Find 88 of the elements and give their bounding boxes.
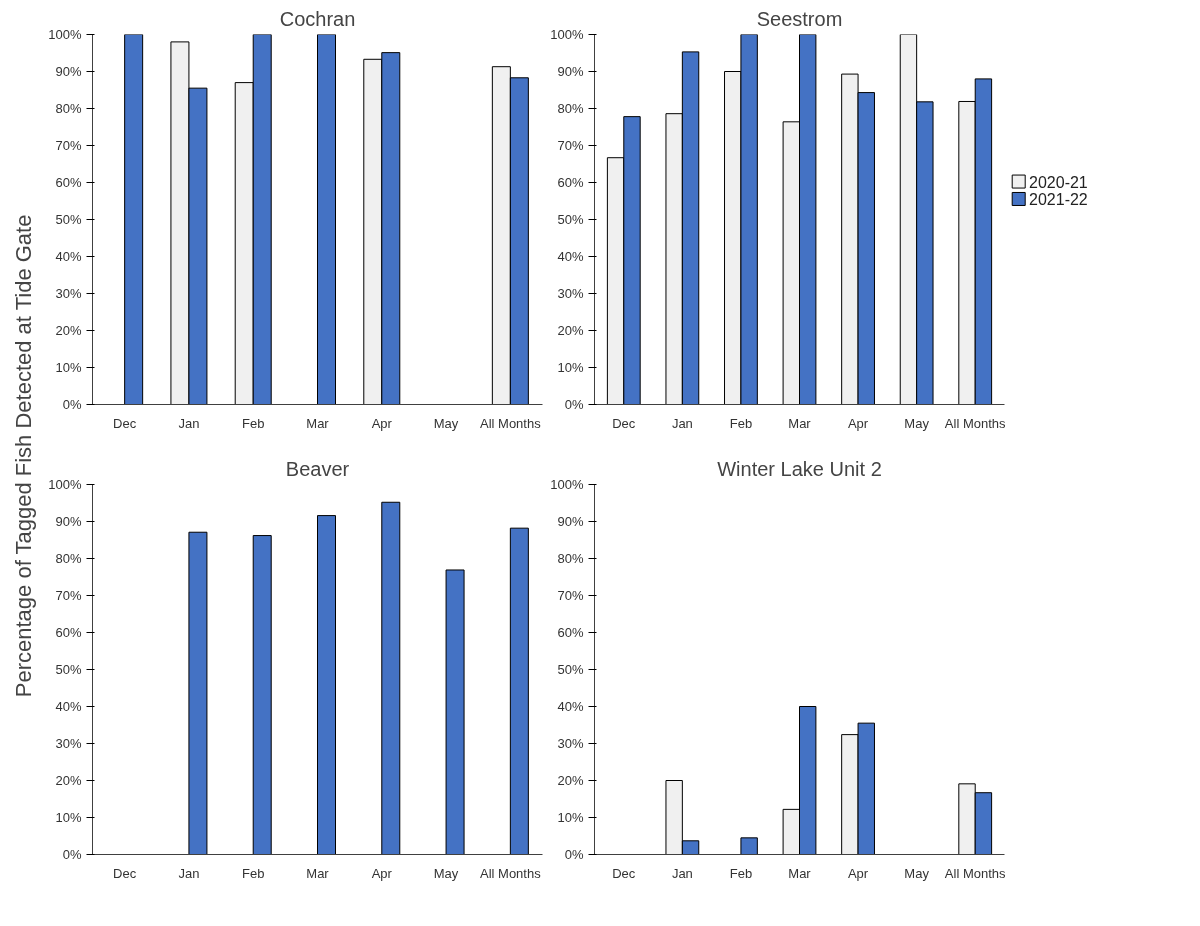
- x-tick-label: Mar: [306, 865, 330, 881]
- y-tick-label: 80%: [557, 101, 584, 116]
- y-tick-label: 10%: [55, 360, 82, 375]
- y-tick-label: 30%: [557, 286, 584, 301]
- x-tick-label: Feb: [729, 415, 753, 431]
- x-tick-label: Jan: [671, 865, 693, 881]
- y-tick-label: 90%: [55, 514, 82, 529]
- y-tick-label: 100%: [550, 27, 584, 42]
- bar: [445, 569, 465, 855]
- x-tick-label: Apr: [847, 865, 869, 881]
- y-tick-label: 40%: [55, 699, 82, 714]
- y-tick-label: 100%: [48, 477, 82, 492]
- y-tick-label: 80%: [557, 551, 584, 566]
- x-tick-label: Apr: [371, 415, 393, 431]
- y-tick-label: 40%: [55, 249, 82, 264]
- x-tick-label: All Months: [944, 865, 1007, 881]
- y-tick-label: 70%: [557, 138, 584, 153]
- y-tick-label: 80%: [55, 551, 82, 566]
- x-tick-label: May: [904, 865, 930, 881]
- x-tick-label: Dec: [113, 865, 137, 881]
- y-tick-label: 20%: [55, 323, 82, 338]
- y-tick-label: 50%: [55, 662, 82, 677]
- y-tick-label: 10%: [557, 360, 584, 375]
- y-tick-label: 20%: [557, 773, 584, 788]
- legend-label: 2021-22: [1029, 190, 1088, 208]
- y-tick-label: 90%: [55, 64, 82, 79]
- y-tick-label: 0%: [62, 847, 82, 862]
- x-tick-label: Mar: [788, 415, 812, 431]
- bar: [381, 501, 401, 855]
- x-tick-label: Jan: [671, 415, 693, 431]
- y-axis-title: Percentage of Tagged Fish Detected at Tide Gate: [10, 214, 36, 698]
- y-tick-label: 60%: [55, 175, 82, 190]
- bar: [317, 515, 336, 855]
- x-tick-label: Feb: [729, 865, 753, 881]
- bar: [317, 34, 336, 405]
- x-tick-label: All Months: [480, 415, 542, 431]
- legend-label: 2020-21: [1029, 173, 1088, 191]
- x-tick-label: All Months: [480, 865, 542, 881]
- y-tick-label: 20%: [557, 323, 584, 338]
- y-tick-label: 80%: [55, 101, 82, 116]
- y-tick-label: 60%: [557, 625, 584, 640]
- bar: [124, 34, 144, 405]
- y-tick-label: 40%: [557, 699, 584, 714]
- y-tick-label: 40%: [557, 249, 584, 264]
- x-tick-label: Dec: [612, 415, 636, 431]
- y-tick-label: 100%: [550, 477, 584, 492]
- y-tick-label: 20%: [55, 773, 82, 788]
- y-tick-label: 10%: [557, 810, 584, 825]
- y-tick-label: 50%: [55, 212, 82, 227]
- chart-title: Winter Lake Unit 2: [717, 457, 882, 480]
- chart-title: Beaver: [285, 457, 350, 480]
- y-tick-label: 60%: [55, 625, 82, 640]
- y-tick-label: 30%: [55, 286, 82, 301]
- bar: [188, 531, 208, 855]
- x-tick-label: Feb: [242, 865, 265, 881]
- y-tick-label: 10%: [55, 810, 82, 825]
- y-tick-label: 70%: [55, 588, 82, 603]
- x-tick-label: Apr: [371, 865, 393, 881]
- x-tick-label: Apr: [847, 415, 869, 431]
- bar: [252, 535, 272, 855]
- y-tick-label: 70%: [55, 138, 82, 153]
- x-tick-label: Feb: [242, 415, 265, 431]
- y-tick-label: 0%: [564, 397, 584, 412]
- bar: [740, 837, 758, 855]
- x-tick-label: Mar: [306, 415, 330, 431]
- chart-title: Cochran: [279, 7, 356, 30]
- x-tick-label: Dec: [113, 415, 137, 431]
- y-tick-label: 0%: [62, 397, 82, 412]
- y-tick-label: 90%: [557, 64, 584, 79]
- x-tick-label: Dec: [612, 865, 636, 881]
- y-tick-label: 30%: [557, 736, 584, 751]
- x-tick-label: May: [904, 415, 930, 431]
- y-tick-label: 90%: [557, 514, 584, 529]
- y-tick-label: 70%: [557, 588, 584, 603]
- x-tick-label: Jan: [178, 865, 200, 881]
- y-tick-label: 0%: [564, 847, 584, 862]
- x-tick-label: May: [433, 865, 459, 881]
- y-tick-label: 50%: [557, 212, 584, 227]
- x-tick-label: All Months: [944, 415, 1007, 431]
- y-tick-label: 60%: [557, 175, 584, 190]
- x-tick-label: Mar: [788, 865, 812, 881]
- x-tick-label: May: [433, 415, 459, 431]
- y-tick-label: 100%: [48, 27, 82, 42]
- bar: [509, 527, 529, 855]
- y-tick-label: 30%: [55, 736, 82, 751]
- y-tick-label: 50%: [557, 662, 584, 677]
- chart-title: Seestrom: [756, 7, 843, 30]
- x-tick-label: Jan: [178, 415, 200, 431]
